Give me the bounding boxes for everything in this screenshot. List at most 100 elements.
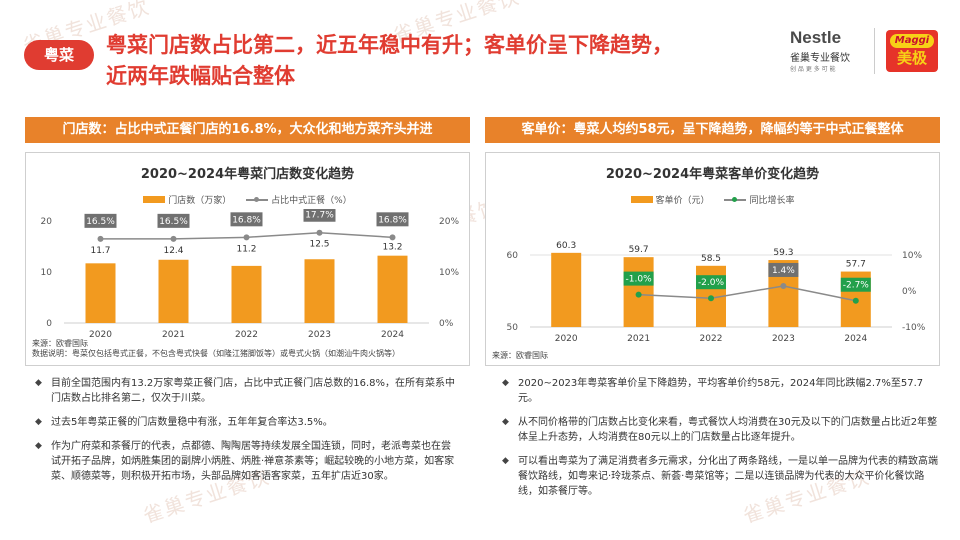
bar-value-label: 58.5 [701,254,721,264]
y-tick-label-right: 10% [902,251,922,261]
cuisine-tag: 粤菜 [24,40,94,70]
chart-title: 2020~2024年粤菜门店数变化趋势 [140,167,355,182]
line-value-label: 17.7% [305,211,334,221]
line-point [708,295,714,302]
series-line [638,285,856,302]
legend-line-swatch [246,196,269,202]
chart-legend: 客单价（元） 同比增长率 [486,193,939,206]
bar-value-label: 11.7 [90,246,110,256]
x-tick-label: 2023 [772,334,795,341]
store-count-chart: 0 10 20 0% 10% 20% 2020 2021 2022 2023 2024 11.7 12.… [41,209,459,337]
bar [231,265,262,323]
legend-line-label: 同比增长率 [749,196,795,206]
avg-price-chart: 50 60 -10% 0% 10% 2020 2021 2022 2023 2024 60.3 59.… [507,241,926,341]
page-title-line-2: 近两年跌幅贴合整体 [106,64,295,88]
bar [158,259,189,323]
bar [377,255,408,323]
line-label-box [623,271,654,286]
legend-bar-label: 门店数（万家） [168,196,232,206]
y-tick-label-left: 0 [46,319,52,329]
line-value-label: 1.4% [772,266,795,276]
avg-price-banner: 客单价：粤菜人均约58元，呈下降趋势，降幅约等于中式正餐整体 [485,117,940,143]
y-tick-label-left: 60 [507,251,519,261]
y-tick-label-right: -10% [902,323,926,333]
bullet-item: 从不同价格带的门店数占比变化来看，粤式餐饮人均消费在30元及以下的门店数量占比近… [502,415,942,445]
line-point [243,234,250,241]
bar-value-label: 59.3 [773,248,793,258]
line-value-label: 16.8% [232,215,261,225]
bullet-item: 可以看出粤菜为了满足消费者多元需求，分化出了两条路线，一是以单一品牌为代表的精致… [502,454,942,499]
source-note: 数据说明：粤菜仅包括粤式正餐，不包含粤式快餐（如隆江猪脚饭等）或粤式火锅（如潮汕… [32,349,400,358]
page-title-line-1: 粤菜门店数占比第二，近五年稳中有升；客单价呈下降趋势， [106,33,673,57]
bar-value-label: 60.3 [556,241,576,251]
line-value-label: 16.5% [159,217,188,227]
line-value-label: 16.5% [86,217,115,227]
chart-legend: 门店数（万家） 占比中式正餐（%） [26,193,469,206]
nestle-logo-tagline: 创 品 更 多 可 能 [790,66,836,73]
y-tick-label-right: 10% [439,268,459,278]
bar-value-label: 12.4 [163,246,183,256]
line-label-box [768,262,799,277]
line-value-label: -2.7% [843,281,870,291]
chart-title: 2020~2024年粤菜客单价变化趋势 [605,167,820,182]
line-point [97,235,104,242]
line-label-box [230,212,263,227]
x-tick-label: 2021 [162,330,185,337]
source-line: 来源：欧睿国际 [492,351,548,360]
maggi-logo-cn: 美极 [896,49,927,67]
line-point [780,282,787,289]
legend-bar-swatch [630,196,653,203]
line-value-label: -2.0% [698,278,725,288]
legend-bar-label: 客单价（元） [655,196,710,206]
x-tick-label: 2022 [235,330,258,337]
bullet-item: 作为广府菜和茶餐厅的代表，点都德、陶陶居等持续发展全国连锁，同时，老派粤菜也在尝… [35,439,460,484]
bar [551,252,582,327]
line-label-box [696,275,726,290]
line-point [389,234,396,241]
bar-value-label: 12.5 [309,240,329,250]
legend-line-label: 占比中式正餐（%） [271,196,352,206]
legend-line-swatch [724,196,747,202]
bullet-item: 目前全国范围内有13.2万家粤菜正餐门店，占比中式正餐门店总数的16.8%，在所… [35,376,460,406]
bullet-item: 2020~2023年粤菜客单价呈下降趋势，平均客单价约58元，2024年同比跌幅… [502,376,942,406]
y-tick-label-left: 20 [41,217,53,227]
x-tick-label: 2022 [700,334,723,341]
y-tick-label-right: 20% [439,217,459,227]
bullet-item: 过去5年粤菜正餐的门店数量稳中有涨，五年年复合率达3.5%。 [35,415,460,430]
y-tick-label-left: 10 [41,268,53,278]
line-label-box [157,213,190,228]
y-tick-label-right: 0% [902,287,917,297]
nestle-logo-name: Nestle [790,28,842,47]
x-tick-label: 2021 [627,334,650,341]
bar [85,263,116,323]
avg-price-bullets: 2020~2023年粤菜客单价呈下降趋势，平均客单价约58元，2024年同比跌幅… [502,376,942,508]
line-point [635,291,642,298]
line-value-label: -1.0% [626,275,653,285]
bar-value-label: 57.7 [846,260,866,270]
avg-price-chart-panel: 2020~2024年粤菜客单价变化趋势 客单价（元） 同比增长率 50 60 -10… [485,152,940,366]
legend-bar-swatch [143,196,166,203]
bar-value-label: 13.2 [382,243,402,253]
line-value-label: 16.8% [378,215,407,225]
bar-value-label: 11.2 [236,244,256,254]
x-tick-label: 2020 [89,330,112,337]
x-tick-label: 2023 [308,330,331,337]
nestle-logo-sub: 雀巢专业餐饮 [790,53,850,64]
line-label-box [84,213,117,228]
line-point [170,235,177,242]
logo-divider [874,28,875,74]
line-label-box [840,277,871,292]
nestle-logo: Nestle 雀巢专业餐饮 创 品 更 多 可 能 [790,28,860,76]
store-count-bullets: 目前全国范围内有13.2万家粤菜正餐门店，占比中式正餐门店总数的16.8%，在所… [35,376,460,493]
line-point [316,229,323,236]
line-label-box [303,209,336,222]
source-line: 来源：欧睿国际 [32,339,88,348]
x-tick-label: 2020 [555,334,578,341]
maggi-logo-name: Maggi [890,34,934,48]
line-point [852,297,859,304]
chart-source: 来源：欧睿国际 [492,351,548,361]
bar [304,259,335,323]
line-label-box [376,212,409,227]
chart-source: 来源：欧睿国际 数据说明：粤菜仅包括粤式正餐，不包含粤式快餐（如隆江猪脚饭等）或… [32,339,400,359]
store-count-banner: 门店数：占比中式正餐门店的16.8%，大众化和地方菜齐头并进 [25,117,470,143]
